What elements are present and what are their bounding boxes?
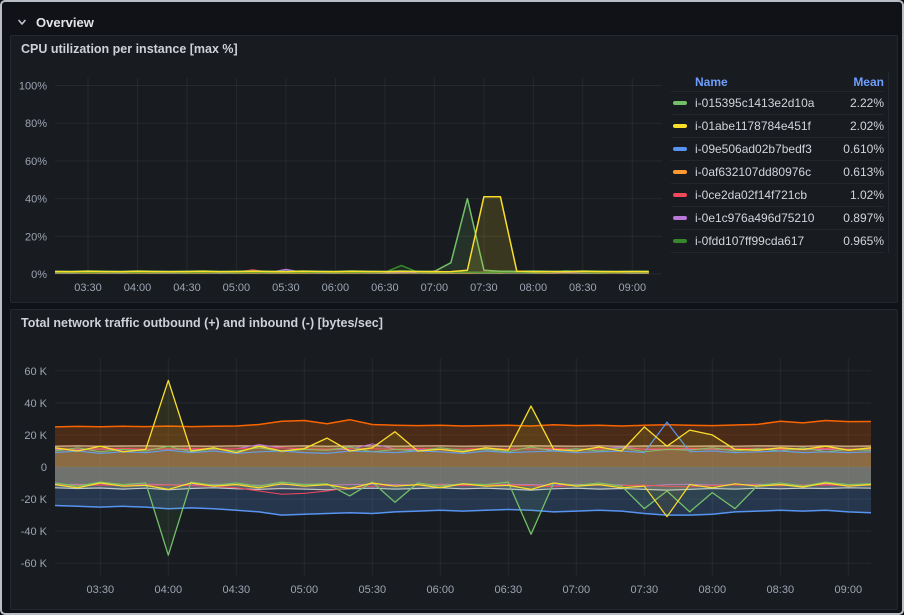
cpu-panel-title[interactable]: CPU utilization per instance [max %]: [21, 42, 238, 56]
legend-row[interactable]: i-0af632107dd80976c 0.613%: [671, 161, 884, 184]
legend-series-name: i-09e506ad02b7bedf3: [695, 142, 812, 156]
legend-row[interactable]: i-0e1c976a496d75210 0.897%: [671, 207, 884, 230]
panel-network-traffic: Total network traffic outbound (+) and i…: [10, 309, 898, 610]
row-header-overview[interactable]: Overview: [10, 10, 894, 34]
legend-series-mean: 0.613%: [843, 165, 884, 179]
svg-text:03:30: 03:30: [74, 282, 102, 294]
legend-series-mean: 2.22%: [849, 96, 884, 110]
legend-series-name: i-0ce2da02f14f721cb: [695, 188, 808, 202]
legend-row[interactable]: i-0fdd107ff99cda617 0.965%: [671, 230, 884, 253]
svg-text:07:30: 07:30: [470, 282, 498, 294]
legend-series-name: i-0af632107dd80976c: [695, 165, 812, 179]
legend-mean-header[interactable]: Mean: [853, 74, 884, 89]
legend-series-name: i-015395c1413e2d10a: [695, 96, 815, 110]
svg-text:20%: 20%: [25, 231, 47, 243]
svg-text:60%: 60%: [25, 156, 47, 168]
legend-name-header[interactable]: Name: [695, 74, 728, 89]
svg-text:06:00: 06:00: [322, 282, 350, 294]
legend-series-mean: 0.610%: [843, 142, 884, 156]
legend-swatch: [673, 147, 687, 151]
chevron-down-icon: [16, 16, 28, 28]
svg-text:0%: 0%: [31, 269, 47, 281]
svg-text:07:00: 07:00: [563, 584, 591, 596]
svg-text:05:00: 05:00: [291, 584, 319, 596]
svg-text:-40 K: -40 K: [21, 526, 48, 538]
panel-cpu-utilization: CPU utilization per instance [max %] 0% 2…: [10, 35, 898, 303]
legend-swatch: [673, 170, 687, 174]
network-chart-svg[interactable]: -60 K -40 K -20 K 0 20 K 40 K 60 K 03:30 04:00 04…: [15, 336, 893, 608]
svg-text:04:30: 04:30: [173, 282, 201, 294]
legend-series-name: i-01abe1178784e451f: [695, 119, 811, 133]
legend-swatch: [673, 101, 687, 105]
cpu-legend: Name Mean i-015395c1413e2d10a 2.22% i-01ab…: [671, 72, 889, 253]
svg-text:06:30: 06:30: [371, 282, 399, 294]
svg-text:-20 K: -20 K: [21, 494, 48, 506]
legend-series-mean: 0.897%: [843, 211, 884, 225]
svg-text:20 K: 20 K: [24, 430, 47, 442]
svg-text:07:30: 07:30: [631, 584, 659, 596]
svg-text:04:30: 04:30: [223, 584, 251, 596]
legend-series-mean: 0.965%: [843, 234, 884, 248]
svg-text:09:00: 09:00: [619, 282, 647, 294]
svg-text:07:00: 07:00: [421, 282, 449, 294]
svg-text:04:00: 04:00: [124, 282, 152, 294]
cpu-legend-body: i-015395c1413e2d10a 2.22% i-01abe1178784e4…: [671, 92, 884, 253]
svg-text:08:00: 08:00: [699, 584, 727, 596]
network-panel-title[interactable]: Total network traffic outbound (+) and i…: [21, 316, 383, 330]
svg-text:03:30: 03:30: [87, 584, 115, 596]
svg-text:100%: 100%: [19, 81, 47, 93]
svg-text:04:00: 04:00: [155, 584, 183, 596]
svg-text:-60 K: -60 K: [21, 558, 48, 570]
svg-text:08:30: 08:30: [569, 282, 597, 294]
legend-series-mean: 1.02%: [849, 188, 884, 202]
svg-text:05:30: 05:30: [359, 584, 387, 596]
svg-text:08:00: 08:00: [520, 282, 548, 294]
legend-swatch: [673, 124, 687, 128]
svg-text:06:00: 06:00: [427, 584, 455, 596]
legend-swatch: [673, 216, 687, 220]
svg-text:0: 0: [41, 462, 47, 474]
legend-series-mean: 2.02%: [849, 119, 884, 133]
row-title: Overview: [36, 14, 94, 30]
svg-text:05:30: 05:30: [272, 282, 300, 294]
svg-text:05:00: 05:00: [223, 282, 251, 294]
svg-text:06:30: 06:30: [495, 584, 523, 596]
legend-row[interactable]: i-015395c1413e2d10a 2.22%: [671, 92, 884, 115]
svg-text:40%: 40%: [25, 194, 47, 206]
legend-swatch: [673, 193, 687, 197]
legend-series-name: i-0fdd107ff99cda617: [695, 234, 805, 248]
legend-swatch: [673, 239, 687, 243]
legend-row[interactable]: i-09e506ad02b7bedf3 0.610%: [671, 138, 884, 161]
svg-text:80%: 80%: [25, 118, 47, 130]
cpu-legend-header: Name Mean: [671, 72, 884, 92]
svg-text:60 K: 60 K: [24, 366, 47, 378]
svg-text:09:00: 09:00: [835, 584, 863, 596]
legend-row[interactable]: i-0ce2da02f14f721cb 1.02%: [671, 184, 884, 207]
svg-text:40 K: 40 K: [24, 398, 47, 410]
legend-row[interactable]: i-01abe1178784e451f 2.02%: [671, 115, 884, 138]
cpu-chart-svg[interactable]: 0% 20% 40% 60% 80% 100% 03:30 04:00 04:30 05:00 05…: [15, 68, 670, 300]
svg-text:08:30: 08:30: [767, 584, 795, 596]
legend-series-name: i-0e1c976a496d75210: [695, 211, 815, 225]
